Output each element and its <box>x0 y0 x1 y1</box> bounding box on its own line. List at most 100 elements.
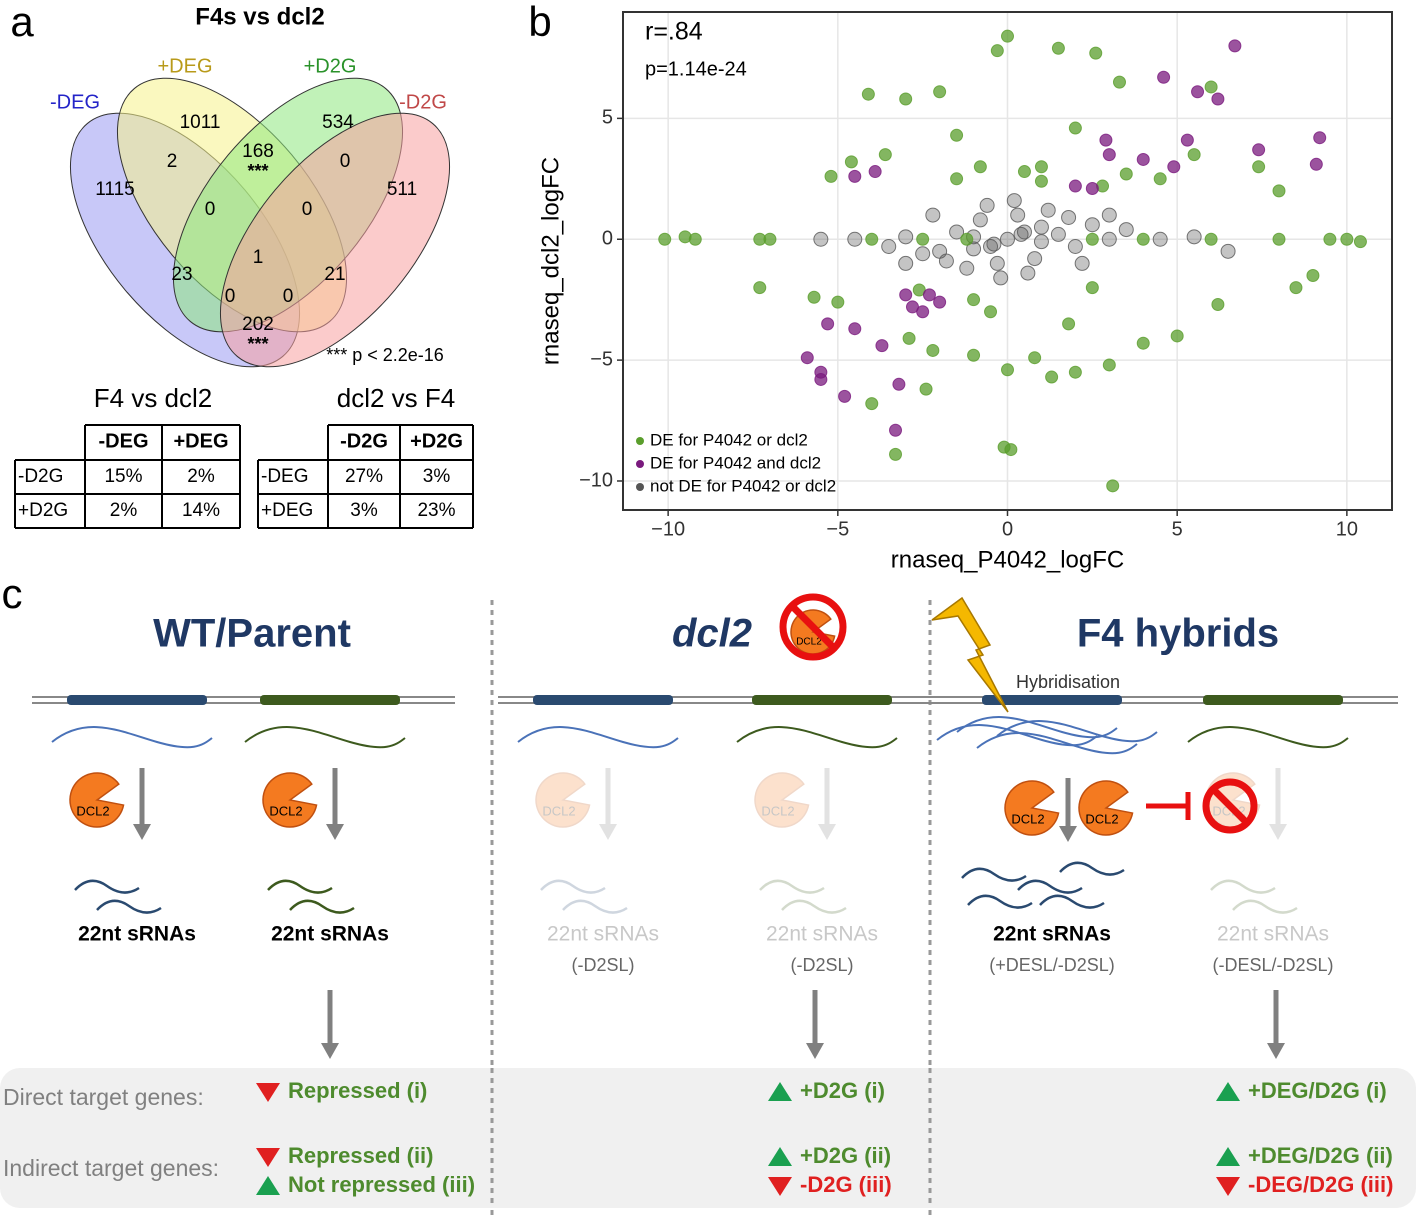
scatter-point <box>1034 160 1048 174</box>
venn-set-label: +DEG <box>157 55 212 77</box>
scatter-point <box>1152 231 1168 247</box>
enzyme-label: DCL2 <box>1011 812 1044 827</box>
srna-label: 22nt sRNAs <box>78 923 196 946</box>
srna <box>74 879 140 894</box>
table-cell: 23% <box>417 500 455 521</box>
scatter-point <box>1067 238 1083 254</box>
legend-label: DE for P4042 or dcl2 <box>650 430 808 449</box>
scatter-point <box>1085 232 1099 246</box>
srna <box>1210 879 1276 894</box>
arrow-head <box>133 824 151 840</box>
enzyme-shape <box>69 772 125 828</box>
enzyme-label: DCL2 <box>761 804 794 819</box>
column-title: F4 hybrids <box>1077 612 1279 656</box>
scatter-point <box>899 288 913 302</box>
scatter-point <box>892 377 906 391</box>
scatter-point <box>1000 231 1015 247</box>
enzyme-label: DCL2 <box>796 637 822 648</box>
scatter-point <box>1186 229 1202 245</box>
scatter-point <box>1211 92 1225 106</box>
no-sign-bar <box>789 603 837 651</box>
scatter-point <box>1180 133 1194 147</box>
x-tick-label: −10 <box>651 518 685 540</box>
scatter-point <box>1089 46 1103 60</box>
dcl2-enzyme: DCL2 <box>262 772 318 828</box>
scatter-point <box>831 295 845 309</box>
enzyme-shape <box>1004 780 1060 836</box>
table-cell: 3% <box>350 500 378 521</box>
scatter-point <box>861 87 875 101</box>
gene <box>260 695 400 705</box>
processing: DCL2 DCL2 <box>936 716 1158 909</box>
venn-count: 0 <box>225 286 236 307</box>
scatter-point <box>1204 232 1218 246</box>
scatter-point <box>824 169 838 183</box>
scatter-point <box>1033 234 1049 250</box>
outcome-arrow <box>256 1083 280 1102</box>
transcript <box>736 726 898 749</box>
arrow-head <box>321 1043 339 1059</box>
scatter-point <box>1101 207 1117 223</box>
processing: DCL2 <box>535 768 628 914</box>
scatter-point <box>949 224 965 240</box>
outcome-label: -DEG/D2G (iii) <box>1248 1172 1393 1197</box>
scatter-point <box>1204 80 1218 94</box>
venn-count: 0 <box>205 199 216 220</box>
x-tick-label: −5 <box>826 518 849 540</box>
srna-note: (-D2SL) <box>571 955 634 975</box>
transcript <box>996 720 1158 743</box>
srna-label: 22nt sRNAs <box>271 923 389 946</box>
scatter-point <box>1272 184 1286 198</box>
scatter-point <box>1106 479 1120 493</box>
enzyme-shape <box>262 772 318 828</box>
scatter-point <box>1004 443 1018 457</box>
venn-set-label: -DEG <box>50 91 100 113</box>
scatter-point <box>1102 148 1116 162</box>
scatter-point <box>800 351 814 365</box>
srna <box>967 894 1033 909</box>
scatter-point <box>959 260 975 276</box>
venn-stars: *** <box>247 334 268 354</box>
scatter-point <box>878 148 892 162</box>
scatter-point <box>1153 172 1167 186</box>
panel-letter: b <box>528 0 551 45</box>
venn-stars: *** <box>247 161 268 181</box>
table-cell: 14% <box>182 500 220 521</box>
dcl2-enzyme: DCL2 <box>535 772 591 828</box>
scatter-point <box>1309 157 1323 171</box>
outcome-label: -D2G (iii) <box>800 1172 892 1197</box>
scatter-point <box>1252 160 1266 174</box>
scatter-point <box>972 212 988 228</box>
scatter-point <box>1051 41 1065 55</box>
srna <box>540 879 606 894</box>
venn-count: 534 <box>322 112 354 133</box>
scatter-point <box>1084 217 1100 233</box>
scatter-point <box>990 44 1004 58</box>
table-row-label: -DEG <box>261 466 309 487</box>
srna <box>96 899 162 914</box>
transcript <box>244 726 406 749</box>
scatter-point <box>933 85 947 99</box>
venn-count: 0 <box>283 286 294 307</box>
scatter-point <box>933 295 947 309</box>
scatter-point <box>1001 363 1014 377</box>
scatter-point <box>898 255 914 271</box>
processing: DCL2 <box>69 768 162 914</box>
scatter-point <box>1034 174 1048 188</box>
table-row-label: +D2G <box>18 500 68 521</box>
scatter-point <box>1062 317 1076 331</box>
scatter-point <box>821 317 835 331</box>
venn-count: 1115 <box>95 179 134 200</box>
scatter-point <box>881 238 897 254</box>
processing: DCL2 <box>754 768 847 914</box>
arrow-head <box>806 1043 824 1059</box>
table-header: +DEG <box>173 430 228 452</box>
arrow-head <box>1269 824 1287 840</box>
srna-note: (+DESL/-D2SL) <box>989 955 1115 975</box>
no-sign <box>1202 778 1258 834</box>
row-label: Indirect target genes: <box>3 1155 219 1181</box>
outcome-label: +D2G (ii) <box>800 1143 891 1168</box>
srna <box>1017 879 1083 894</box>
scatter-point <box>1068 121 1082 135</box>
scatter-point <box>1252 143 1266 157</box>
